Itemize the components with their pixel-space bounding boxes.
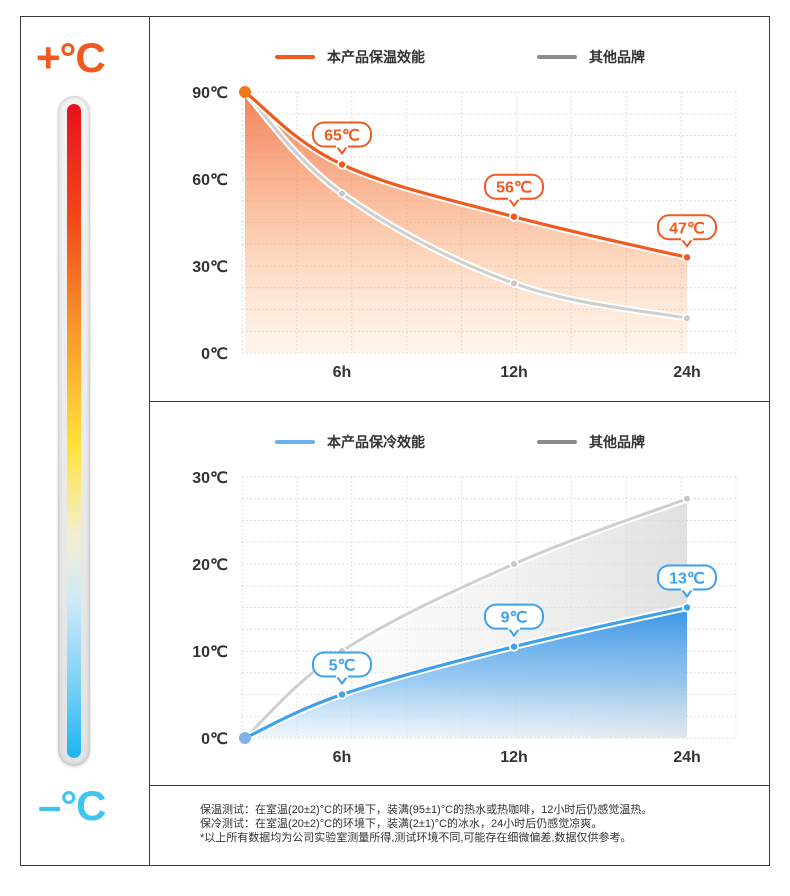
x-tick-label: 12h: [500, 364, 528, 381]
callout-gap: [681, 237, 693, 241]
note-line: 保温测试：在室温(20±2)°C的环境下，装满(95±1)°C的热水或热咖啡，1…: [200, 804, 653, 816]
callout-pointer: [508, 198, 520, 208]
x-tick-label: 12h: [500, 749, 528, 766]
callout-label: 65℃: [324, 128, 360, 145]
value-callout: 65℃: [312, 121, 372, 156]
left-divider: [149, 16, 150, 866]
callout-pointer: [336, 675, 348, 686]
product-point: [683, 604, 691, 611]
other-point: [511, 280, 517, 287]
product-area: [245, 607, 687, 738]
callout-pointer: [681, 238, 693, 249]
callout-gap: [508, 626, 520, 630]
callout-gap: [336, 144, 348, 148]
x-tick-label: 24h: [673, 749, 701, 766]
legend-swatch: [275, 440, 315, 444]
product-area: [245, 92, 687, 353]
legend-warm-product: 本产品保温效能: [275, 47, 425, 67]
start-point: [239, 732, 251, 744]
y-tick-label: 30℃: [192, 259, 228, 276]
callout-pointer: [508, 628, 520, 638]
x-tick-label: 24h: [673, 364, 701, 381]
value-callout: 9℃: [484, 603, 544, 638]
test-notes: 保温测试：在室温(20±2)°C的环境下，装满(95±1)°C的热水或热咖啡，1…: [200, 803, 652, 845]
y-tick-label: 30℃: [192, 470, 228, 487]
product-point: [338, 691, 346, 698]
callout-pointer: [336, 145, 348, 156]
legend-warm-other: 其他品牌: [537, 47, 645, 67]
y-tick-label: 90℃: [192, 85, 228, 102]
start-point: [239, 86, 251, 98]
product-point: [510, 643, 518, 650]
callout-gap: [681, 587, 693, 591]
callout-label: 56℃: [496, 180, 532, 197]
chart-divider: [149, 401, 770, 402]
legend-label: 本产品保温效能: [327, 49, 425, 65]
outer-frame: [20, 16, 770, 866]
other-point: [511, 561, 517, 567]
legend-cold-other: 其他品牌: [537, 432, 645, 452]
y-tick-label: 20℃: [192, 557, 228, 574]
y-tick-label: 10℃: [192, 644, 228, 661]
legend-cold-product: 本产品保冷效能: [275, 432, 425, 452]
legend-label: 其他品牌: [589, 434, 645, 450]
legend-label: 其他品牌: [589, 49, 645, 65]
note-line: 保冷测试：在室温(20±2)°C的环境下，装满(2±1)°C的冰水，24小时后仍…: [200, 818, 603, 830]
legend-swatch: [275, 55, 315, 59]
product-point: [338, 161, 346, 168]
legend-swatch: [537, 55, 577, 59]
thermometer-gradient: [67, 104, 81, 758]
callout-label: 9℃: [501, 610, 528, 627]
product-line: [243, 605, 689, 740]
warm-retention-chart: 0℃ 30℃ 60℃ 90℃ 6h 12h 24h 65℃ 56℃ 47℃: [192, 85, 737, 381]
legend-swatch: [537, 440, 577, 444]
cold-label: –°C: [38, 782, 106, 829]
notes-divider: [149, 785, 770, 786]
x-tick-label: 6h: [333, 749, 352, 766]
value-callout: 13℃: [657, 564, 717, 599]
callout-pointer: [681, 588, 693, 599]
callout-gap: [336, 674, 348, 678]
callout-label: 47℃: [669, 220, 705, 237]
product-point: [510, 213, 518, 220]
value-callout: 5℃: [312, 651, 372, 686]
y-tick-label: 0℃: [201, 346, 228, 363]
hot-label: +°C: [36, 34, 106, 81]
value-callout: 56℃: [484, 173, 544, 208]
other-brand-line: [243, 90, 689, 320]
callout-label: 5℃: [329, 658, 356, 675]
note-line: *以上所有数据均为公司实验室测量所得,测试环境不同,可能存在细微偏差,数据仅供参…: [200, 832, 632, 844]
y-tick-label: 0℃: [201, 731, 228, 748]
other-brand-line: [243, 497, 689, 740]
legend-label: 本产品保冷效能: [327, 434, 425, 450]
other-point: [684, 315, 690, 322]
other-point: [684, 495, 690, 502]
x-tick-label: 6h: [333, 364, 352, 381]
cold-retention-chart: 0℃ 10℃ 20℃ 30℃ 6h 12h 24h 5℃ 9℃ 13℃: [192, 470, 737, 766]
callout-gap: [508, 196, 520, 200]
callout-label: 13℃: [669, 571, 705, 588]
product-point: [683, 254, 691, 261]
y-tick-label: 60℃: [192, 172, 228, 189]
product-line: [243, 90, 689, 259]
other-point: [339, 190, 345, 197]
value-callout: 47℃: [657, 214, 717, 249]
